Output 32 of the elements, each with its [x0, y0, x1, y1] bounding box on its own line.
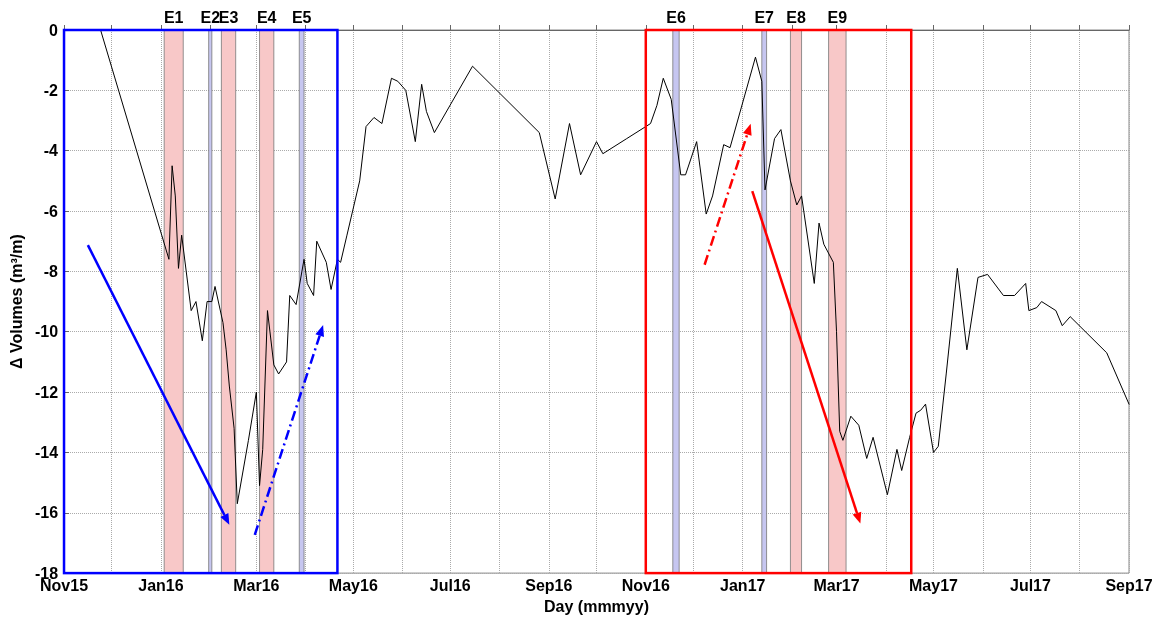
band-label: E4	[256, 9, 277, 27]
y-tick-label: -4	[43, 142, 59, 160]
y-tick-label: -16	[34, 504, 59, 522]
y-tick-label: -2	[43, 81, 59, 99]
x-tick-label: Sep16	[525, 576, 573, 594]
band-label: E3	[218, 9, 239, 27]
band-label: E6	[666, 9, 686, 27]
line-series	[100, 29, 1130, 505]
x-tick-label: Jan17	[720, 576, 766, 594]
band-label: E5	[291, 9, 312, 27]
y-tick-label: -12	[34, 383, 59, 401]
y-tick-label: -6	[43, 202, 59, 220]
band-label: E1	[163, 9, 184, 27]
y-tick-label: -8	[43, 262, 59, 280]
band-label: E7	[754, 9, 775, 27]
x-tick-label: Jul17	[1009, 576, 1051, 594]
x-axis-title: Day (mmmyy)	[544, 597, 649, 615]
y-tick-label: 0	[49, 21, 59, 39]
band-label: E2	[200, 9, 221, 27]
x-tick-label: May16	[328, 576, 378, 594]
x-tick-label: Jul16	[429, 576, 471, 594]
x-tick-label: Nov16	[621, 576, 670, 594]
y-axis-title: Δ Volumes (m³/m)	[7, 234, 25, 369]
x-tick-label: Jan16	[138, 576, 184, 594]
x-tick-label: Sep17	[1105, 576, 1153, 594]
y-tick-label: -10	[34, 323, 59, 341]
x-tick-label: Mar17	[813, 576, 860, 594]
band-label: E8	[786, 9, 806, 27]
x-tick-label: Mar16	[233, 576, 280, 594]
y-tick-label: -14	[34, 443, 59, 461]
x-tick-label: May17	[909, 576, 959, 594]
band-label: E9	[827, 9, 848, 27]
